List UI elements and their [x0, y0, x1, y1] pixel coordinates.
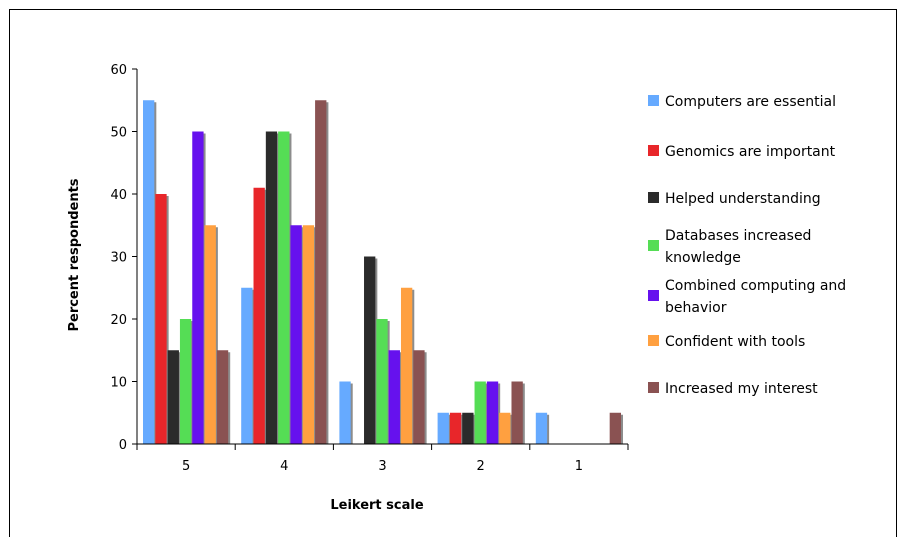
legend-swatch [648, 290, 659, 301]
bar-4-series-4 [290, 225, 302, 444]
bar-2-series-6 [511, 381, 523, 444]
y-tick-label: 50 [110, 126, 127, 141]
ticks-group: 0 10 20 30 40 50 60 5 4 3 2 1 [110, 63, 629, 474]
bar-2-series-0 [437, 412, 449, 444]
legend-swatch [648, 335, 659, 346]
bar-4-series-1 [253, 187, 265, 444]
bar-2-series-4 [486, 381, 499, 444]
x-tick-label: 4 [280, 459, 288, 474]
bar-5-series-3 [179, 319, 192, 444]
bar-1-series-0 [535, 412, 548, 444]
y-tick-label: 40 [110, 188, 127, 203]
bar-5-series-5 [204, 225, 216, 444]
y-tick-label: 0 [119, 438, 127, 453]
legend: Computers are essential Genomics are impo… [648, 94, 846, 397]
x-tick-label: 1 [575, 459, 583, 474]
legend-label: Databases increased knowledge [665, 228, 811, 266]
y-axis-title: Percent respondents [67, 178, 82, 331]
legend-swatch [648, 192, 659, 203]
bar-5-series-0 [143, 100, 155, 444]
legend-swatch [648, 95, 659, 106]
bar-4-series-2 [265, 131, 278, 444]
bar-2-series-1 [449, 412, 462, 444]
bar-4-series-3 [278, 131, 290, 444]
bar-4-series-6 [315, 100, 327, 444]
bar-3-series-4 [388, 350, 400, 444]
legend-label: Computers are essential [665, 94, 836, 110]
bar-5-series-2 [167, 350, 179, 444]
bar-2-series-3 [474, 381, 486, 444]
bar-3-series-5 [400, 287, 413, 444]
x-axis-title: Leikert scale [330, 498, 423, 513]
bar-3-series-3 [376, 319, 388, 444]
x-tick-label: 2 [477, 459, 485, 474]
bar-2-series-5 [499, 412, 511, 444]
y-tick-label: 30 [110, 251, 127, 266]
x-tick-label: 3 [378, 459, 386, 474]
legend-label: Confident with tools [665, 334, 805, 350]
legend-label: Combined computing and behavior [665, 278, 846, 316]
legend-swatch [648, 240, 659, 251]
bar-3-series-0 [339, 381, 351, 444]
bar-5-series-4 [192, 131, 204, 444]
bar-2-series-2 [462, 412, 474, 444]
bar-5-series-1 [155, 194, 167, 444]
bar-3-series-2 [364, 256, 376, 444]
x-tick-label: 5 [182, 459, 190, 474]
legend-label: Genomics are important [665, 144, 836, 160]
legend-label: Helped understanding [665, 191, 821, 207]
bar-3-series-6 [413, 350, 425, 444]
bar-5-series-6 [216, 350, 229, 444]
y-tick-label: 60 [110, 63, 127, 78]
bar-1-series-6 [609, 412, 621, 444]
y-tick-label: 20 [110, 313, 127, 328]
legend-swatch [648, 382, 659, 393]
chart-frame [9, 9, 897, 537]
bar-4-series-0 [241, 287, 253, 444]
bar-4-series-5 [302, 225, 315, 444]
y-tick-label: 10 [110, 376, 127, 391]
bars-group [143, 100, 623, 444]
legend-swatch [648, 145, 659, 156]
legend-label: Increased my interest [665, 381, 818, 397]
